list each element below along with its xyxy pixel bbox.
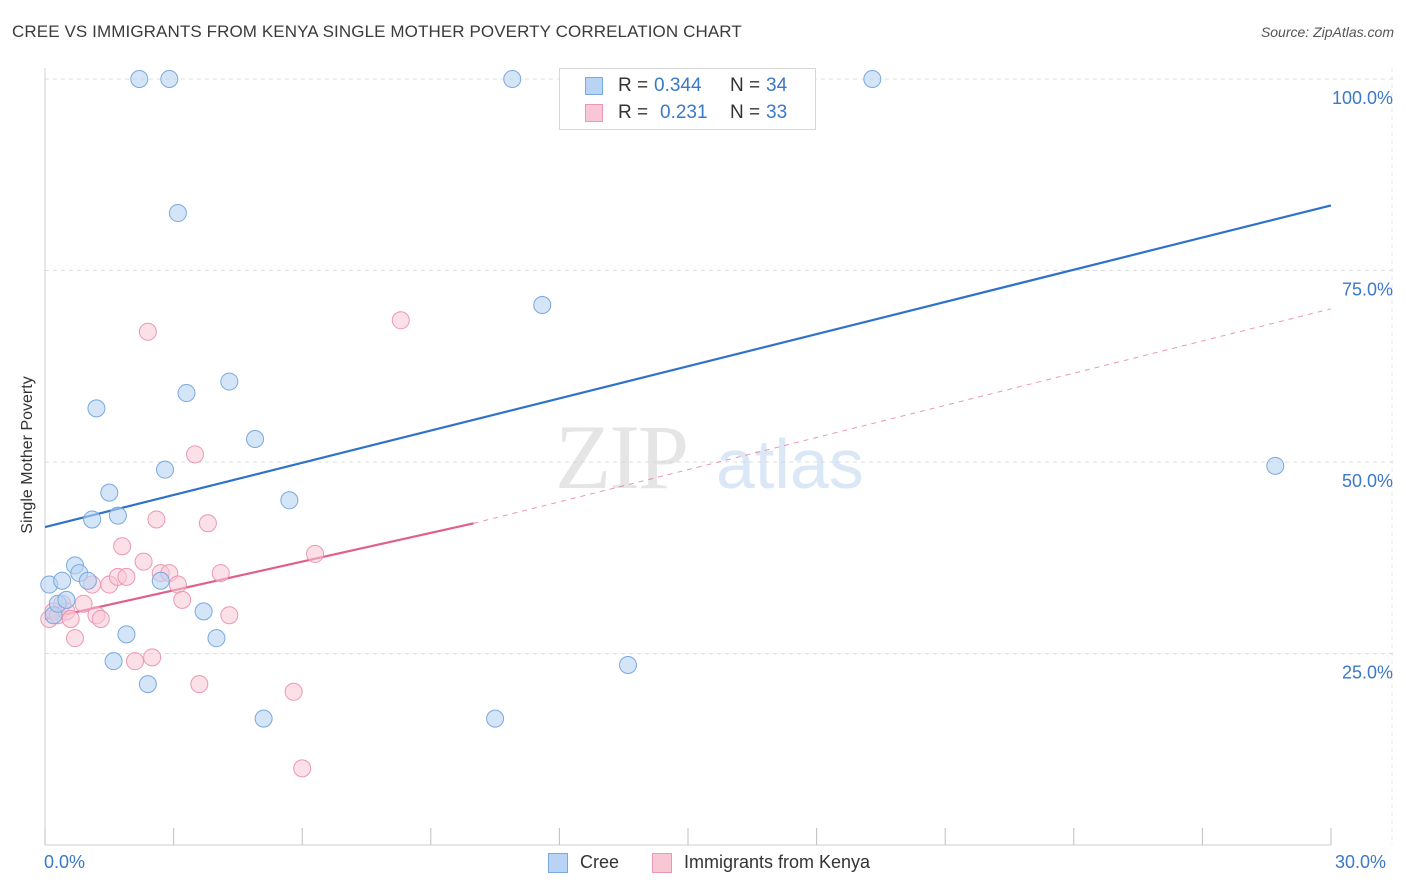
y-tick-label: 75.0% <box>1342 280 1393 300</box>
point-cree <box>280 491 299 510</box>
trend-line-cree <box>44 204 1332 529</box>
point-cree <box>503 70 522 88</box>
y-axis-label: Single Mother Poverty <box>19 376 36 534</box>
legend-box: R = 0.344 N = 34 R = 0.231 N = 33 <box>559 68 816 130</box>
point-cree <box>863 70 882 88</box>
point-kenya <box>306 544 325 563</box>
point-cree <box>160 70 179 88</box>
y-tick-labels: 25.0% 50.0% 75.0% 100.0% <box>1332 88 1393 683</box>
point-kenya <box>198 514 217 533</box>
trend-line-kenya-extension <box>473 308 1332 524</box>
point-cree <box>130 70 149 88</box>
point-cree <box>100 483 119 502</box>
point-cree <box>207 629 226 648</box>
watermark-zip: ZIP <box>555 406 687 508</box>
legend-n-value-cree: 34 <box>766 75 788 96</box>
bottom-legend-label-cree: Cree <box>580 852 620 872</box>
chart-title: CREE VS IMMIGRANTS FROM KENYA SINGLE MOT… <box>12 22 742 41</box>
source-credit: Source: ZipAtlas.com <box>1260 24 1394 40</box>
y-tick-label: 25.0% <box>1342 663 1393 683</box>
point-cree <box>168 204 187 223</box>
point-cree <box>138 675 157 694</box>
point-kenya <box>134 552 153 571</box>
point-cree <box>57 590 76 609</box>
point-kenya <box>284 682 303 701</box>
y-tick-label: 100.0% <box>1332 88 1393 108</box>
point-cree <box>151 571 170 590</box>
watermark: ZIP atlas <box>555 406 864 508</box>
point-kenya <box>391 311 410 330</box>
legend-r-value-cree: 0.344 <box>654 75 702 96</box>
grid-layer <box>45 78 1393 654</box>
point-cree <box>117 625 136 644</box>
point-kenya <box>147 510 166 529</box>
point-cree <box>194 602 213 621</box>
point-kenya <box>113 537 132 556</box>
point-cree <box>220 372 239 391</box>
y-tick-label: 50.0% <box>1342 471 1393 491</box>
point-cree <box>108 506 127 525</box>
point-cree <box>78 571 97 590</box>
point-cree <box>618 655 637 674</box>
point-cree <box>533 295 552 314</box>
point-kenya <box>173 590 192 609</box>
x-tick-label-min: 0.0% <box>44 852 86 872</box>
point-cree <box>177 384 196 403</box>
point-kenya <box>186 445 205 464</box>
point-kenya <box>117 567 136 586</box>
bottom-legend-kenya[interactable]: Immigrants from Kenya <box>652 852 870 873</box>
legend-n-value-kenya: 33 <box>766 102 788 123</box>
legend-r-label: R = <box>618 102 649 123</box>
point-cree <box>87 399 106 418</box>
legend-n-label: N = <box>730 75 761 96</box>
trend-lines <box>44 204 1332 621</box>
legend-n-label: N = <box>730 102 761 123</box>
point-cree <box>1266 456 1285 475</box>
point-kenya <box>190 675 209 694</box>
point-kenya <box>74 594 93 613</box>
legend-swatch-cree <box>585 77 603 95</box>
point-kenya <box>293 759 312 778</box>
point-cree <box>486 709 505 728</box>
points-layer <box>40 70 1285 778</box>
axis-layer <box>44 68 1393 846</box>
point-kenya <box>143 648 162 667</box>
legend-swatch-kenya <box>585 104 603 122</box>
point-cree <box>104 652 123 671</box>
point-cree <box>254 709 273 728</box>
bottom-legend-cree[interactable]: Cree <box>548 852 619 873</box>
point-cree <box>83 510 102 529</box>
point-cree <box>246 430 265 449</box>
bottom-legend-label-kenya: Immigrants from Kenya <box>684 852 871 872</box>
point-cree <box>53 571 72 590</box>
bottom-legend-swatch-kenya <box>652 852 672 873</box>
x-tick-label-max: 30.0% <box>1335 852 1387 872</box>
point-cree <box>156 460 175 479</box>
point-kenya <box>168 575 187 594</box>
point-kenya <box>220 606 239 625</box>
watermark-atlas: atlas <box>716 425 864 503</box>
bottom-legend-swatch-cree <box>548 852 568 873</box>
point-kenya <box>91 610 110 629</box>
point-kenya <box>126 652 145 671</box>
point-kenya <box>61 610 80 629</box>
legend-r-value-kenya: 0.231 <box>660 102 708 123</box>
point-kenya <box>138 322 157 341</box>
trend-line-kenya <box>44 522 474 621</box>
legend-r-label: R = <box>618 75 649 96</box>
point-kenya <box>211 564 230 583</box>
point-kenya <box>66 629 85 648</box>
